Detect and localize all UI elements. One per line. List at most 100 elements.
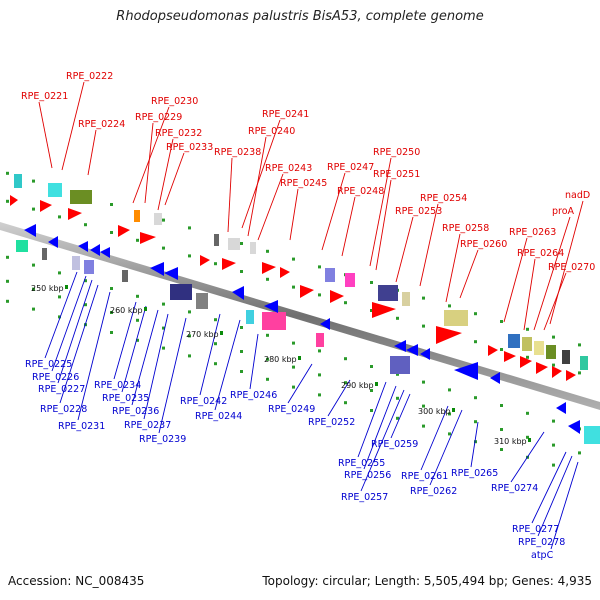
- track-dot: [136, 238, 139, 242]
- bottom-gene-label: atpC: [531, 550, 554, 561]
- bottom-gene-label: RPE_0227: [38, 384, 85, 395]
- gene-feature: [122, 270, 128, 282]
- gene-feature: [280, 267, 290, 278]
- top-gene-label: RPE_0229: [135, 112, 182, 123]
- top-gene-label: RPE_0258: [442, 223, 489, 234]
- bottom-label-leader: [113, 301, 137, 380]
- label-leaders: [38, 81, 584, 550]
- gene-feature: [42, 248, 47, 260]
- track-dot: [370, 389, 373, 392]
- bottom-gene-label: RPE_0259: [371, 439, 418, 450]
- gene-feature: [134, 210, 140, 222]
- top-label-leader: [503, 237, 528, 323]
- gene-feature: [10, 195, 18, 206]
- track-dot: [344, 401, 347, 405]
- tick-label: 300 kbp: [418, 407, 451, 416]
- top-label-leader: [61, 81, 85, 171]
- top-gene-label: RPE_0260: [460, 239, 507, 250]
- top-label-leader: [227, 157, 233, 233]
- top-gene-label: RPE_0270: [548, 262, 595, 273]
- gene-feature: [394, 340, 406, 352]
- track-dot: [110, 311, 113, 314]
- track-dot: [266, 377, 269, 381]
- gene-feature: [378, 285, 398, 301]
- track-dot: [240, 270, 243, 273]
- track-dot: [110, 287, 113, 290]
- track-dot: [240, 326, 243, 329]
- track-dot: [214, 262, 217, 266]
- track-dot: [578, 371, 581, 375]
- gene-feature: [140, 232, 156, 244]
- bottom-gene-label: RPE_0278: [518, 537, 565, 548]
- bottom-label-leader: [420, 405, 449, 471]
- tick-mark: [528, 438, 531, 442]
- track-dot: [188, 354, 191, 358]
- track-dot: [6, 299, 9, 303]
- tick-label: 290 kbp: [341, 381, 374, 390]
- gene-feature: [250, 242, 256, 254]
- gene-feature: [568, 420, 580, 434]
- gene-feature: [262, 262, 276, 274]
- bottom-label-leader: [360, 389, 405, 492]
- track-dot: [32, 207, 35, 211]
- gene-feature: [68, 208, 82, 220]
- tick-label: 270 kbp: [186, 330, 219, 339]
- gene-feature: [246, 310, 254, 324]
- track-dot: [266, 333, 269, 337]
- track-dot: [370, 309, 373, 312]
- top-gene-label: RPE_0251: [373, 169, 420, 180]
- track-dot: [370, 281, 373, 284]
- gene-feature: [262, 312, 286, 330]
- gene-feature: [402, 292, 410, 306]
- gene-feature: [72, 256, 80, 270]
- track-dot: [578, 343, 581, 347]
- gene-feature: [534, 341, 544, 355]
- gene-labels: RPE_0222 RPE_0221 RPE_0224 RPE_0230 RPE_0229…: [21, 71, 595, 561]
- bottom-label-leader: [287, 363, 313, 404]
- gene-feature: [164, 267, 178, 280]
- tick-label: 250 kbp: [31, 284, 64, 293]
- gene-feature: [200, 255, 210, 266]
- bottom-label-leader: [327, 379, 351, 417]
- track-dot: [344, 381, 347, 385]
- tick-mark: [65, 285, 68, 289]
- accession-label: Accession: NC_008435: [8, 574, 145, 588]
- track-dot: [526, 355, 529, 359]
- bottom-gene-label: RPE_0277: [512, 524, 559, 535]
- gene-feature: [222, 258, 236, 270]
- track-dot: [136, 338, 139, 342]
- bottom-label-leader: [199, 313, 221, 396]
- bottom-gene-label: RPE_0262: [410, 486, 457, 497]
- gene-feature: [584, 426, 600, 444]
- gene-feature: [70, 190, 92, 204]
- track-dot: [552, 443, 555, 447]
- track-dot: [526, 411, 529, 415]
- top-gene-label: RPE_0245: [280, 178, 327, 189]
- bottom-gene-label: RPE_0249: [268, 404, 315, 415]
- gene-feature: [566, 370, 576, 381]
- track-dot: [422, 380, 425, 384]
- gene-feature: [504, 351, 516, 362]
- track-dot: [370, 409, 373, 412]
- top-gene-label: RPE_0222: [66, 71, 113, 82]
- gene-feature: [14, 174, 22, 188]
- bottom-label-leader: [131, 309, 159, 406]
- gene-feature: [372, 302, 396, 318]
- bottom-gene-label: RPE_0255: [338, 458, 385, 469]
- bottom-label-leader: [249, 333, 259, 390]
- track-dot: [240, 242, 243, 245]
- gene-feature: [546, 345, 556, 359]
- gene-feature: [90, 244, 100, 256]
- track-dot: [110, 203, 113, 206]
- gene-feature: [320, 318, 330, 330]
- gene-feature: [84, 260, 94, 274]
- gene-feature: [48, 183, 62, 197]
- track-dot: [6, 279, 9, 283]
- track-dot: [292, 341, 295, 345]
- track-dot: [292, 285, 295, 289]
- top-label-leader: [257, 173, 284, 241]
- gene-feature: [228, 238, 240, 250]
- bottom-label-leader: [357, 381, 387, 458]
- track-dot: [110, 331, 113, 334]
- track-dot: [422, 324, 425, 328]
